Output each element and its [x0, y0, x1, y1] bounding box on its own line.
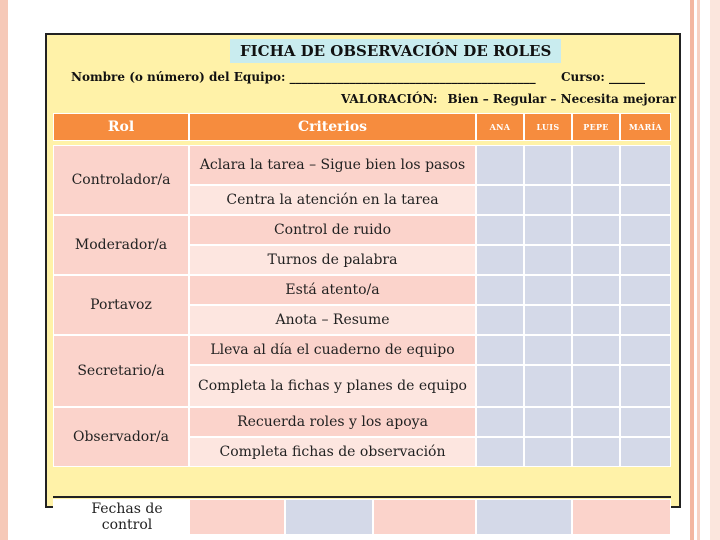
column-header-rol: Rol — [53, 113, 189, 141]
score-cell — [620, 145, 671, 185]
footer-label: Fechas de control — [53, 499, 189, 535]
score-cell — [620, 185, 671, 215]
score-cell — [620, 437, 671, 467]
rating-legend-label: VALORACIÓN: — [341, 92, 438, 106]
team-name-field: Nombre (o número) del Equipo: __________… — [71, 70, 536, 84]
column-header-student: ANA — [476, 113, 524, 141]
criterion-cell: Aclara la tarea – Sigue bien los pasos — [189, 145, 476, 185]
score-cell — [572, 245, 620, 275]
score-cell — [572, 275, 620, 305]
score-cell — [620, 245, 671, 275]
score-cell — [476, 275, 524, 305]
roles-table: Rol Criterios ANA LUIS PEPE MARÍA Controlador/… — [53, 113, 671, 535]
score-cell — [572, 305, 620, 335]
score-cell — [524, 305, 572, 335]
score-cell — [476, 437, 524, 467]
score-cell — [524, 335, 572, 365]
score-cell — [476, 215, 524, 245]
score-cell — [572, 215, 620, 245]
footer-divider — [53, 496, 671, 498]
score-cell — [620, 335, 671, 365]
role-cell: Controlador/a — [53, 145, 189, 215]
score-cell — [524, 245, 572, 275]
score-cell — [572, 437, 620, 467]
score-cell — [572, 185, 620, 215]
criterion-cell: Turnos de palabra — [189, 245, 476, 275]
score-cell — [572, 407, 620, 437]
criterion-cell: Centra la atención en la tarea — [189, 185, 476, 215]
score-cell — [620, 275, 671, 305]
score-cell — [572, 145, 620, 185]
slide-edge-left — [0, 0, 8, 540]
role-cell: Secretario/a — [53, 335, 189, 407]
slide-edge-right — [697, 0, 700, 540]
score-cell — [476, 305, 524, 335]
criterion-cell: Lleva al día el cuaderno de equipo — [189, 335, 476, 365]
control-date-cell — [285, 499, 373, 535]
score-cell — [524, 365, 572, 407]
slide-edge-right — [690, 0, 694, 540]
observation-sheet: FICHA DE OBSERVACIÓN DE ROLES Nombre (o … — [45, 33, 681, 535]
score-cell — [620, 407, 671, 437]
control-date-cell — [476, 499, 572, 535]
score-cell — [476, 145, 524, 185]
criterion-cell: Completa la fichas y planes de equipo — [189, 365, 476, 407]
score-cell — [524, 437, 572, 467]
control-date-cell — [572, 499, 671, 535]
score-cell — [620, 215, 671, 245]
control-date-cell — [373, 499, 476, 535]
column-header-student: LUIS — [524, 113, 572, 141]
control-date-cell — [189, 499, 285, 535]
score-cell — [572, 335, 620, 365]
score-cell — [524, 275, 572, 305]
column-header-criterios: Criterios — [189, 113, 476, 141]
column-header-student: PEPE — [572, 113, 620, 141]
rating-legend: VALORACIÓN: Bien – Regular – Necesita mej… — [341, 92, 676, 106]
score-cell — [476, 245, 524, 275]
score-cell — [476, 407, 524, 437]
score-cell — [620, 305, 671, 335]
rating-scale: Bien – Regular – Necesita mejorar — [447, 92, 677, 106]
role-cell: Observador/a — [53, 407, 189, 467]
score-cell — [476, 365, 524, 407]
criterion-cell: Anota – Resume — [189, 305, 476, 335]
score-cell — [524, 145, 572, 185]
criterion-cell: Control de ruido — [189, 215, 476, 245]
column-header-student: MARÍA — [620, 113, 671, 141]
score-cell — [524, 185, 572, 215]
score-cell — [476, 185, 524, 215]
sheet-title: FICHA DE OBSERVACIÓN DE ROLES — [230, 39, 562, 63]
course-field: Curso: ______ — [561, 70, 645, 84]
score-cell — [620, 365, 671, 407]
role-cell: Portavoz — [53, 275, 189, 335]
role-cell: Moderador/a — [53, 215, 189, 275]
score-cell — [476, 335, 524, 365]
slide-edge-right — [710, 0, 720, 540]
score-cell — [524, 407, 572, 437]
criterion-cell: Está atento/a — [189, 275, 476, 305]
score-cell — [524, 215, 572, 245]
criterion-cell: Completa fichas de observación — [189, 437, 476, 467]
score-cell — [572, 365, 620, 407]
criterion-cell: Recuerda roles y los apoya — [189, 407, 476, 437]
